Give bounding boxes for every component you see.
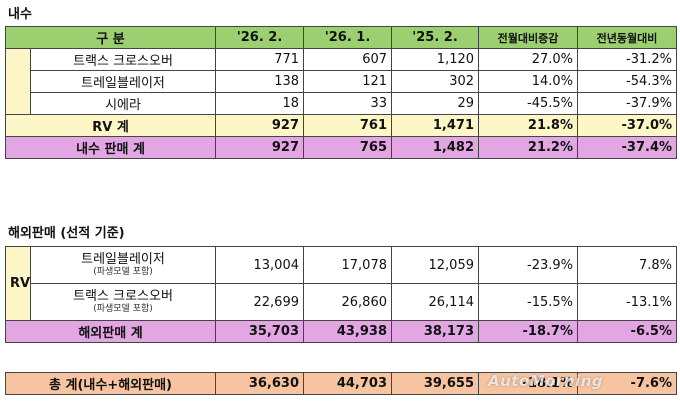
export-total-row: 해외판매 계 35,703 43,938 38,173 -18.7% -6.5% [5, 320, 677, 343]
value-2026-feb: 771 [215, 48, 305, 71]
value-2025-feb: 1,482 [391, 136, 480, 159]
export-section-title: 해외판매 (선적 기준) [8, 226, 125, 241]
model-name: 트랙스 크로스오버 [29, 48, 217, 71]
value-2026-jan: 121 [303, 70, 393, 93]
value-mom: 21.2% [478, 136, 579, 159]
header-category: 구 분 [4, 26, 217, 49]
table-row: 트레일블레이저 138 121 302 14.0% -54.3% [6, 70, 678, 93]
header-mom-change: 전월대비증감 [478, 26, 579, 49]
rv-group-cell [5, 48, 31, 115]
value-2026-feb: 36,630 [215, 372, 304, 395]
domestic-sales-table: 구 분 '26. 2. '26. 1. '25. 2. 전월대비증감 전년동월대… [4, 26, 678, 159]
value-2026-feb: 18 [215, 92, 305, 115]
model-name-cell: 트랙스 크로스오버 (파생모델 포함) [30, 283, 216, 321]
header-2025-feb: '25. 2. [391, 26, 480, 49]
value-2025-feb: 38,173 [391, 320, 479, 343]
value-mom: 21.8% [478, 114, 579, 137]
value-yoy: -31.2% [577, 48, 678, 71]
value-2025-feb: 12,059 [391, 246, 479, 284]
rv-subtotal-label: RV 계 [4, 114, 217, 137]
value-2026-jan: 26,860 [303, 283, 392, 321]
value-yoy: -37.9% [577, 92, 678, 115]
value-2026-feb: 13,004 [215, 246, 304, 284]
value-2026-jan: 761 [303, 114, 393, 137]
header-2026-feb: '26. 2. [215, 26, 305, 49]
value-mom: -18.7% [478, 320, 578, 343]
value-2026-jan: 17,078 [303, 246, 392, 284]
value-mom: 27.0% [478, 48, 579, 71]
table-row: 트랙스 크로스오버 771 607 1,120 27.0% -31.2% [5, 48, 678, 115]
header-2026-jan: '26. 1. [303, 26, 393, 49]
value-2025-feb: 26,114 [391, 283, 479, 321]
value-2026-feb: 927 [215, 136, 305, 159]
value-2026-feb: 927 [215, 114, 305, 137]
value-2025-feb: 39,655 [391, 372, 479, 395]
header-row: 구 분 '26. 2. '26. 1. '25. 2. 전월대비증감 전년동월대… [4, 26, 678, 49]
model-name: 시에라 [29, 92, 217, 115]
model-name: 트레일블레이저 [29, 70, 217, 93]
model-name: 트랙스 크로스오버 [73, 289, 173, 304]
value-yoy: -7.6% [577, 372, 677, 395]
table-row: RV 트레일블레이저 (파생모델 포함) 13,004 17,078 12,05… [5, 246, 677, 321]
value-yoy: -37.4% [577, 136, 678, 159]
value-mom: -45.5% [478, 92, 579, 115]
domestic-section-title: 내수 [8, 7, 32, 22]
value-mom: 14.0% [478, 70, 579, 93]
export-total-label: 해외판매 계 [5, 320, 216, 343]
value-yoy: -6.5% [577, 320, 677, 343]
value-mom: -18.1% [478, 372, 578, 395]
value-2025-feb: 1,471 [391, 114, 480, 137]
value-2025-feb: 29 [391, 92, 480, 115]
value-yoy: -13.1% [577, 283, 677, 321]
export-sales-table: RV 트레일블레이저 (파생모델 포함) 13,004 17,078 12,05… [5, 246, 677, 343]
value-2026-jan: 44,703 [303, 372, 392, 395]
domestic-total-label: 내수 판매 계 [4, 136, 217, 159]
value-2026-feb: 138 [215, 70, 305, 93]
grand-total-label: 총 계(내수+해외판매) [5, 372, 216, 395]
value-yoy: -54.3% [577, 70, 678, 93]
value-mom: -15.5% [478, 283, 578, 321]
model-note: (파생모델 포함) [93, 267, 153, 277]
grand-total-row: 총 계(내수+해외판매) 36,630 44,703 39,655 -18.1%… [5, 372, 677, 395]
rv-group-label: RV [5, 246, 31, 321]
value-2026-feb: 35,703 [215, 320, 304, 343]
value-2026-jan: 43,938 [303, 320, 392, 343]
model-name-cell: 트레일블레이저 (파생모델 포함) [30, 246, 216, 284]
value-2026-jan: 607 [303, 48, 393, 71]
rv-subtotal-row: RV 계 927 761 1,471 21.8% -37.0% [4, 114, 678, 137]
model-name: 트레일블레이저 [81, 252, 165, 267]
watermark: AutoMorning [488, 372, 604, 390]
value-yoy: -37.0% [577, 114, 678, 137]
value-2025-feb: 302 [391, 70, 480, 93]
value-mom: -23.9% [478, 246, 578, 284]
value-yoy: 7.8% [577, 246, 677, 284]
header-yoy-change: 전년동월대비 [577, 26, 678, 49]
table-row: 트랙스 크로스오버 (파생모델 포함) 22,699 26,860 26,114… [6, 283, 677, 321]
table-row: 시에라 18 33 29 -45.5% -37.9% [6, 92, 678, 115]
value-2025-feb: 1,120 [391, 48, 480, 71]
model-note: (파생모델 포함) [93, 304, 153, 314]
value-2026-feb: 22,699 [215, 283, 304, 321]
value-2026-jan: 765 [303, 136, 393, 159]
grand-total-table: 총 계(내수+해외판매) 36,630 44,703 39,655 -18.1%… [5, 372, 677, 395]
domestic-total-row: 내수 판매 계 927 765 1,482 21.2% -37.4% [4, 136, 678, 159]
value-2026-jan: 33 [303, 92, 393, 115]
